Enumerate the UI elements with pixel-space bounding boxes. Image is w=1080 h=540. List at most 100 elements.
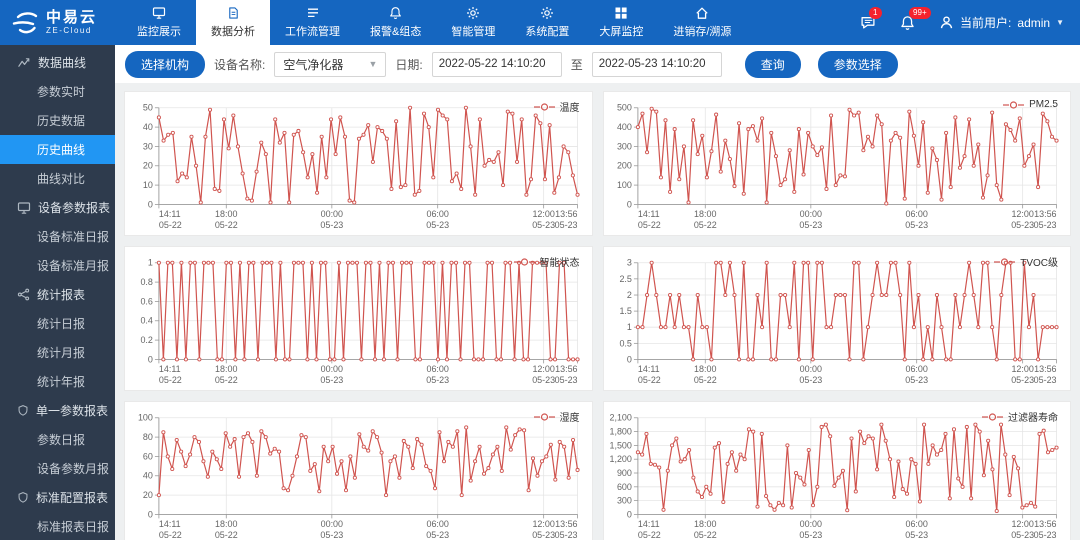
sidebar-item-label: 设备参数报表 (38, 201, 111, 215)
nav-tab-label: 智能管理 (451, 26, 496, 38)
nav-tab-label: 进销存/溯源 (673, 26, 732, 38)
svg-text:05-23: 05-23 (1011, 530, 1034, 540)
legend-humidity[interactable]: 湿度 (533, 409, 580, 424)
sidebar-item-label: 历史数据 (37, 114, 86, 128)
device-select[interactable]: 空气净化器 ▼ (274, 51, 387, 77)
svg-text:05-23: 05-23 (799, 530, 822, 540)
legend-label: 湿度 (559, 413, 580, 424)
svg-text:05-23: 05-23 (905, 220, 928, 230)
main-content: 选择机构 设备名称: 空气净化器 ▼ 日期: 至 查询 参数选择 温度 0102… (115, 45, 1080, 540)
svg-text:06:00: 06:00 (426, 209, 448, 219)
sidebar-item-label: 设备标准月报 (37, 259, 110, 273)
legend-smart-status[interactable]: 智能状态 (513, 254, 580, 269)
legend-temperature[interactable]: 温度 (533, 99, 580, 114)
sidebar-item-data-curve[interactable]: 数据曲线 (0, 48, 115, 77)
svg-text:00:00: 00:00 (799, 519, 821, 529)
sidebar-item-device-param-monthly[interactable]: 设备参数月报 (0, 454, 115, 483)
date-to-input[interactable] (591, 51, 722, 77)
nav-tab-workflow-management[interactable]: 工作流管理 (270, 0, 355, 45)
svg-text:12:00: 12:00 (532, 519, 554, 529)
sidebar-item-history-data[interactable]: 历史数据 (0, 106, 115, 135)
select-org-button[interactable]: 选择机构 (125, 50, 206, 78)
line-chart-smart-status: 00.20.40.60.8114:1105-2218:0005-2200:000… (140, 258, 580, 385)
sidebar-item-device-std-daily[interactable]: 设备标准日报 (0, 222, 115, 251)
svg-text:13:56: 13:56 (1034, 519, 1056, 529)
param-select-button[interactable]: 参数选择 (817, 50, 898, 78)
alerts-button[interactable]: 99+ (900, 6, 931, 31)
charts-grid: 温度 0 10 20 30 40 50 14:11 05-22 18:00 05-22 00:00 0… (115, 83, 1080, 540)
svg-text:06:00: 06:00 (426, 519, 448, 529)
shield-icon (17, 404, 29, 417)
sidebar-item-stat-daily[interactable]: 统计日报 (0, 309, 115, 338)
cloud-logo-icon (12, 11, 38, 33)
brand-logo[interactable]: 中易云 ZE-Cloud (0, 0, 122, 45)
date-from-input[interactable] (431, 51, 562, 77)
svg-text:06:00: 06:00 (905, 209, 927, 219)
svg-text:14:11: 14:11 (637, 364, 659, 374)
svg-text:14:11: 14:11 (159, 209, 181, 219)
nav-tab-big-screen-monitor[interactable]: 大屏监控 (584, 0, 658, 45)
nav-tab-alarm-config[interactable]: 报警&组态 (355, 0, 436, 45)
svg-text:1,500: 1,500 (609, 440, 631, 450)
line-chart-temperature: 0102030405014:1105-2218:0005-2200:0005-2… (143, 103, 580, 230)
legend-label: 过滤器寿命 (1008, 413, 1058, 424)
sidebar-item-curve-compare[interactable]: 曲线对比 (0, 164, 115, 193)
svg-text:05-23: 05-23 (1033, 530, 1056, 540)
svg-text:13:56: 13:56 (555, 519, 577, 529)
nav-tab-label: 系统配置 (525, 26, 570, 38)
svg-text:1.5: 1.5 (619, 306, 631, 316)
svg-text:30: 30 (143, 141, 153, 151)
svg-text:00:00: 00:00 (799, 209, 821, 219)
sidebar-item-param-realtime[interactable]: 参数实时 (0, 77, 115, 106)
svg-text:12:00: 12:00 (1011, 209, 1033, 219)
svg-text:18:00: 18:00 (215, 364, 237, 374)
svg-text:40: 40 (143, 122, 153, 132)
sidebar-item-label: 历史曲线 (37, 143, 86, 157)
sidebar-item-std-config-report[interactable]: 标准配置报表 (0, 483, 115, 512)
legend-pm25[interactable]: PM2.5 (1002, 99, 1058, 110)
legend-filter-life[interactable]: 过滤器寿命 (981, 409, 1058, 424)
svg-text:0: 0 (626, 354, 631, 364)
nav-tab-system-config[interactable]: 系统配置 (510, 0, 584, 45)
svg-text:20: 20 (143, 490, 153, 500)
svg-text:05-23: 05-23 (1011, 220, 1034, 230)
svg-text:2.5: 2.5 (619, 274, 631, 284)
svg-text:05-23: 05-23 (799, 375, 822, 385)
svg-text:00:00: 00:00 (799, 364, 821, 374)
sidebar-item-stat-report[interactable]: 统计报表 (0, 280, 115, 309)
chart-panel-smart-status: 智能状态 0 0.2 0.4 0.6 0.8 1 14:11 05-22 18:00 05-22 0… (124, 246, 593, 391)
sidebar-item-device-std-monthly[interactable]: 设备标准月报 (0, 251, 115, 280)
messages-button[interactable]: 1 (860, 7, 882, 30)
user-menu[interactable]: 当前用户: admin ▼ (939, 14, 1064, 31)
sidebar-item-single-param-report[interactable]: 单一参数报表 (0, 396, 115, 425)
sidebar-item-std-report-daily[interactable]: 标准报表日报 (0, 512, 115, 540)
svg-text:05-23: 05-23 (320, 530, 343, 540)
svg-text:1: 1 (626, 322, 631, 332)
sidebar-item-device-param-report[interactable]: 设备参数报表 (0, 193, 115, 222)
sidebar-item-stat-yearly[interactable]: 统计年报 (0, 367, 115, 396)
document-icon (227, 6, 240, 20)
nav-tab-smart-management[interactable]: 智能管理 (436, 0, 510, 45)
svg-text:06:00: 06:00 (426, 364, 448, 374)
svg-text:20: 20 (143, 161, 153, 171)
sidebar-item-stat-monthly[interactable]: 统计月报 (0, 338, 115, 367)
svg-text:0: 0 (148, 509, 153, 519)
curve-icon (17, 56, 31, 69)
query-button[interactable]: 查询 (744, 50, 801, 78)
svg-text:10: 10 (143, 180, 153, 190)
nav-tab-inventory-trace[interactable]: 进销存/溯源 (658, 0, 746, 45)
svg-text:300: 300 (616, 496, 631, 506)
nav-tab-monitor-display[interactable]: 监控展示 (122, 0, 196, 45)
current-user-label: 当前用户: (960, 16, 1012, 30)
legend-tvoc[interactable]: TVOC级 (993, 254, 1058, 269)
svg-text:00:00: 00:00 (321, 209, 343, 219)
svg-text:05-23: 05-23 (1033, 375, 1056, 385)
sidebar-item-param-daily[interactable]: 参数日报 (0, 425, 115, 454)
svg-text:05-23: 05-23 (555, 220, 578, 230)
monitor-icon (152, 6, 166, 20)
svg-text:05-22: 05-22 (159, 530, 182, 540)
svg-text:05-23: 05-23 (532, 375, 555, 385)
sidebar-item-history-curve[interactable]: 历史曲线 (0, 135, 115, 164)
nav-tab-data-analysis[interactable]: 数据分析 (196, 0, 270, 45)
svg-text:18:00: 18:00 (215, 209, 237, 219)
